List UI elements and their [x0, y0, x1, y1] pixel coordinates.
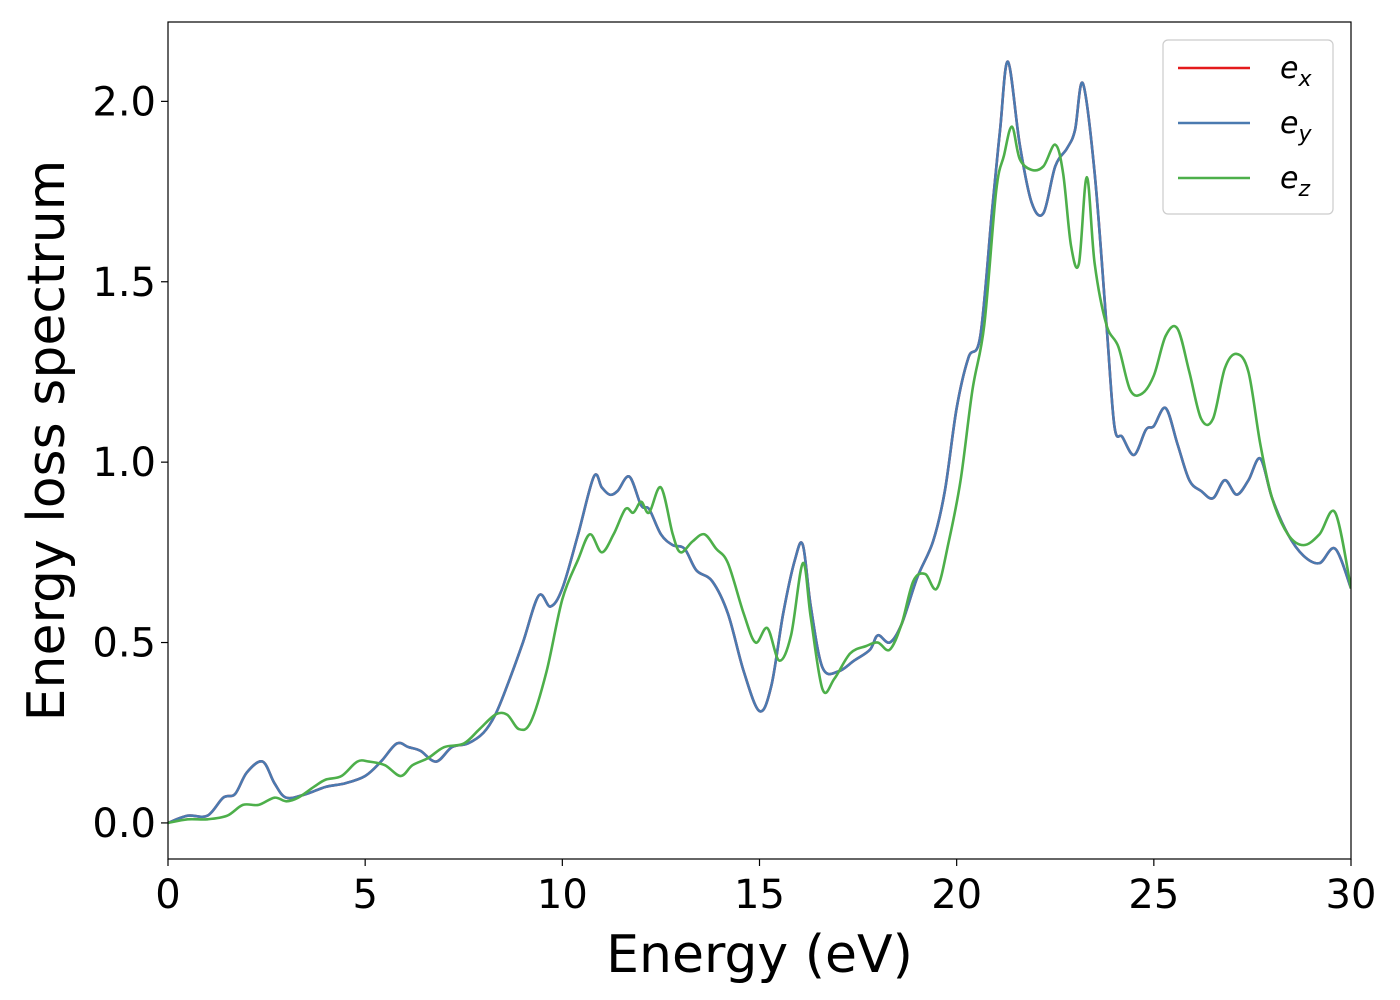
y-tick-label: 2.0 — [92, 79, 156, 125]
x-tick-label: 25 — [1128, 872, 1179, 918]
y-tick-label: 0.5 — [92, 621, 156, 667]
series-layer — [168, 60, 1351, 825]
x-tick-label: 5 — [352, 872, 377, 918]
legend-label: ez — [1280, 161, 1310, 202]
legend-label: ey — [1280, 106, 1312, 147]
y-axis-ticks: 0.0 0.5 1.0 1.5 2.0 — [92, 79, 168, 847]
x-tick-label: 15 — [734, 872, 785, 918]
x-axis-ticks: 0 5 10 15 20 25 30 — [155, 859, 1376, 918]
x-tick-label: 0 — [155, 872, 180, 918]
x-tick-label: 20 — [931, 872, 982, 918]
series-line-e-z — [168, 125, 1351, 825]
legend: ex ey ez — [1162, 39, 1334, 215]
x-tick-label: 30 — [1326, 872, 1377, 918]
y-axis-title: Energy loss spectrum — [17, 160, 77, 722]
x-axis-title: Energy (eV) — [606, 925, 913, 985]
y-tick-label: 1.0 — [92, 440, 156, 486]
y-tick-label: 1.5 — [92, 260, 156, 306]
x-tick-label: 10 — [537, 872, 588, 918]
series-line-e-y — [168, 60, 1351, 825]
legend-box — [1162, 39, 1334, 215]
legend-label: ex — [1280, 51, 1312, 92]
y-tick-label: 0.0 — [92, 801, 156, 847]
